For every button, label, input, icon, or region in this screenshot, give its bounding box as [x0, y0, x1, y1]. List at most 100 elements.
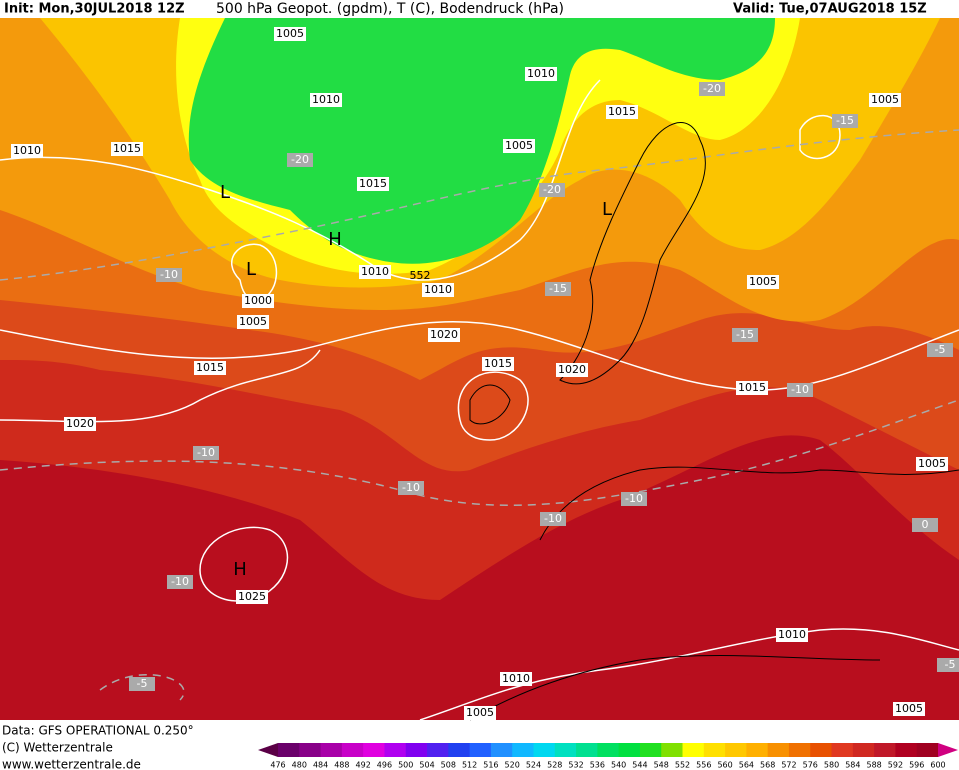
isobar-label: 1010 — [13, 144, 41, 157]
pressure-center: L — [246, 259, 256, 280]
isotherm — [0, 399, 959, 507]
colorbar-label: 500 — [398, 761, 413, 770]
temperature-label-box — [539, 183, 565, 197]
temperature-label-box — [167, 575, 193, 589]
colorbar-label: 512 — [462, 761, 477, 770]
isobar-label: 1015 — [196, 361, 224, 374]
temperature-label-box — [787, 383, 813, 397]
colorbar-swatch — [831, 743, 854, 757]
isobar-label-box — [464, 706, 496, 720]
isobar-label-box — [64, 417, 96, 431]
temperature-label: -15 — [736, 328, 754, 341]
isobar-label: 1005 — [749, 275, 777, 288]
colorbar-swatch — [427, 743, 449, 757]
coastline — [539, 466, 959, 541]
temperature-label: -10 — [197, 446, 215, 459]
isobar-label-box — [357, 177, 389, 191]
colorbar-swatch — [788, 743, 811, 757]
colorbar-label: 556 — [696, 761, 711, 770]
colorbar-label: 580 — [824, 761, 839, 770]
colorbar-swatch — [533, 743, 556, 757]
pressure-center: H — [233, 559, 247, 580]
isobar-label-box — [236, 590, 268, 604]
isobar-label: 1005 — [239, 315, 267, 328]
pressure-center: L — [220, 182, 230, 203]
colorbar-label: 548 — [654, 761, 669, 770]
colorbar-swatch — [895, 743, 918, 757]
isobar-label: 1015 — [738, 381, 766, 394]
colorbar-label: 536 — [590, 761, 605, 770]
isotherm — [99, 674, 185, 701]
temperature-label-box — [621, 492, 647, 506]
map-labels: 1005 1010 1010 1015 1005 1010 1015 1005 1015 1010… — [11, 27, 959, 720]
isobar-label-box — [893, 702, 925, 716]
isobar — [199, 526, 289, 602]
temperature-label: -20 — [291, 153, 309, 166]
temperature-label: -20 — [703, 82, 721, 95]
colorbar-label: 540 — [611, 761, 626, 770]
temperature-label: -10 — [791, 383, 809, 396]
temperature-label-box — [129, 677, 155, 691]
colorbar-swatch — [405, 743, 428, 757]
colorbar-swatch — [341, 743, 364, 757]
isobar-label-box — [194, 361, 226, 375]
temperature-label-box — [927, 343, 953, 357]
isobar — [457, 371, 529, 441]
colorbar-swatch — [639, 743, 662, 757]
temperature-label: -5 — [945, 658, 956, 671]
isobar-label: 1020 — [430, 328, 458, 341]
temperature-label-box — [156, 268, 182, 282]
isobar-label-box — [242, 294, 274, 308]
isobar — [419, 628, 959, 721]
colorbar-swatch — [682, 743, 705, 757]
map — [0, 18, 959, 721]
isobar-label: 1010 — [778, 628, 806, 641]
copyright: (C) Wetterzentrale — [2, 741, 113, 755]
colorbar-swatch — [363, 743, 385, 757]
colorbar-swatch — [469, 743, 492, 757]
isobar-label-box — [736, 381, 768, 395]
colorbar-swatch — [576, 743, 598, 757]
isobar-label-box — [916, 457, 948, 471]
isobar-label: 1005 — [895, 702, 923, 715]
temperature-label: -10 — [171, 575, 189, 588]
coastline — [469, 655, 881, 721]
colorbar-swatch — [278, 743, 300, 757]
temperature-label: -10 — [160, 268, 178, 281]
colorbar-swatch — [618, 743, 641, 757]
temperature-label-box — [832, 114, 858, 128]
colorbar-swatch — [320, 743, 343, 757]
colorbar-swatch — [512, 743, 534, 757]
isobar-label: 1010 — [527, 67, 555, 80]
isobar-label: 1000 — [244, 294, 272, 307]
isobar-label-box — [237, 315, 269, 329]
colorbar-label: 480 — [292, 761, 307, 770]
isobar-label-box — [482, 357, 514, 371]
colorbar-swatch — [661, 743, 684, 757]
colorbar-label: 552 — [675, 761, 690, 770]
colorbar-label: 544 — [632, 761, 647, 770]
colorbar-label: 496 — [377, 761, 392, 770]
colorbar-label: 588 — [866, 761, 881, 770]
isobar-label-box — [11, 144, 43, 158]
colorbar-swatch — [916, 743, 939, 757]
temperature-label-box — [699, 82, 725, 96]
colorbar-swatch — [554, 743, 577, 757]
colorbar-swatch — [767, 743, 790, 757]
temperature-label: -15 — [549, 282, 567, 295]
isobar-label-box — [747, 275, 779, 289]
pressure-center: L — [602, 199, 612, 220]
isobar-label: 1010 — [312, 93, 340, 106]
isobar-label: 1010 — [424, 283, 452, 296]
isobar-label-box — [556, 363, 588, 377]
colorbar-label: 520 — [505, 761, 520, 770]
colorbar-end — [938, 743, 958, 757]
colorbar-swatch — [703, 743, 726, 757]
colorbar-swatch — [874, 743, 896, 757]
colorbar-label: 584 — [845, 761, 860, 770]
pressure-center: H — [328, 229, 342, 250]
isobar-label: 1005 — [276, 27, 304, 40]
temperature-label-box — [732, 328, 758, 342]
map-title: 500 hPa Geopot. (gpdm), T (C), Bodendruc… — [216, 1, 564, 17]
temperature-label-box — [287, 153, 313, 167]
